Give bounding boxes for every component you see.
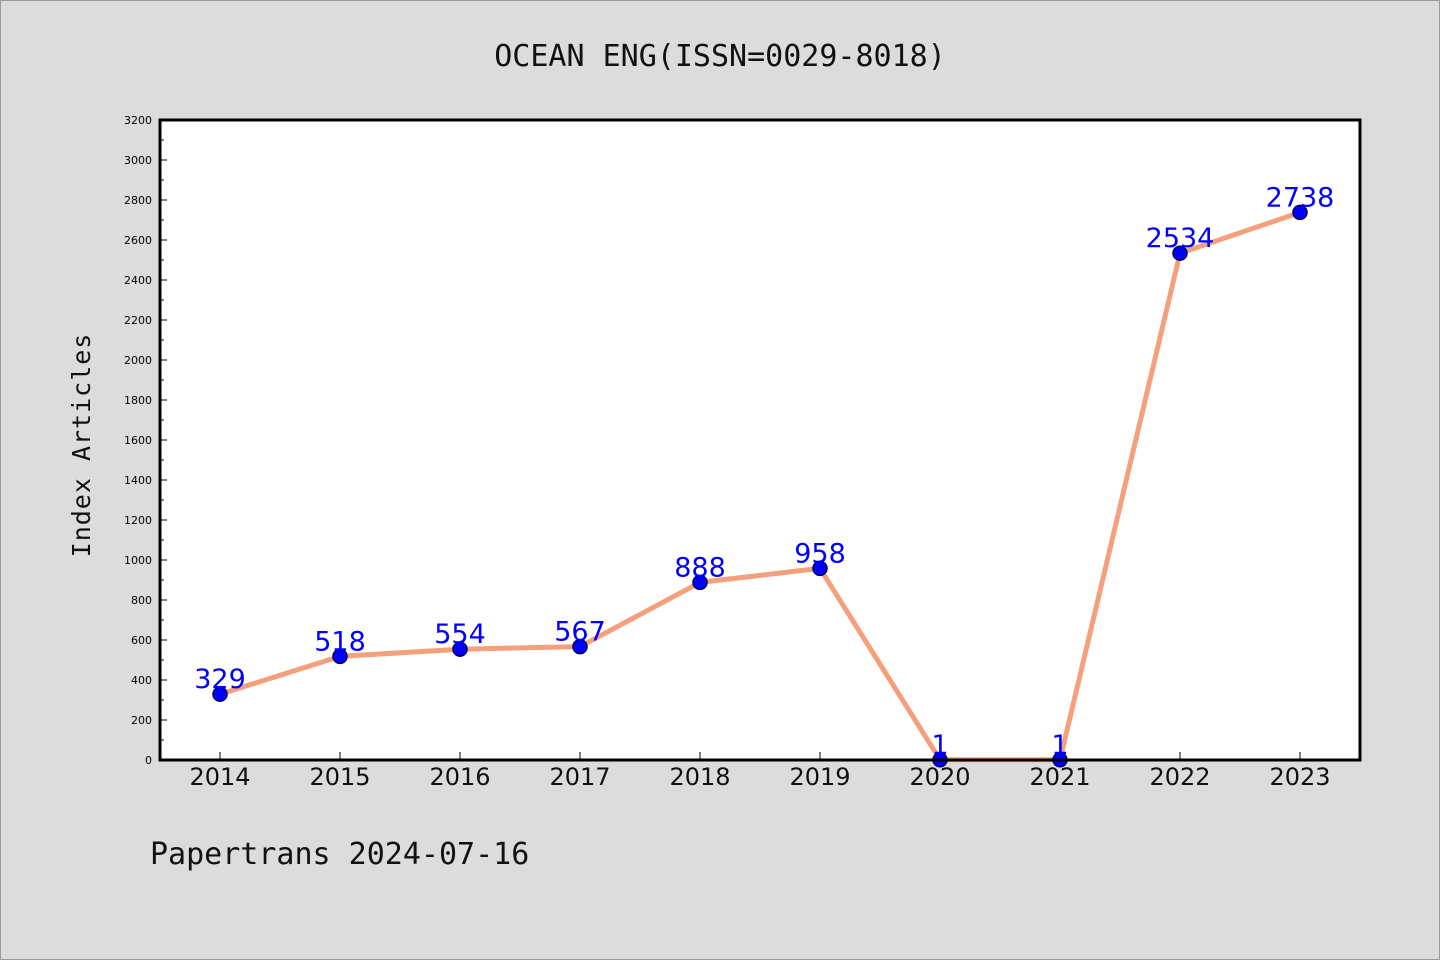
x-tick-label: 2016 [429,763,490,791]
data-point [812,560,828,577]
y-tick-label: 1800 [124,394,152,407]
x-tick-label: 2014 [189,763,250,791]
y-tick-label: 2800 [124,194,152,207]
data-point [1292,204,1308,221]
x-axis: 2014 2015 2016 2017 2018 2019 2020 2021 2022 2023 [189,752,1331,791]
y-tick-label: 1400 [124,474,152,487]
data-point [692,574,708,591]
y-tick-label: 2200 [124,314,152,327]
y-tick-label: 2600 [124,234,152,247]
x-tick-label: 2015 [309,763,370,791]
y-tick-label: 400 [131,674,152,687]
data-label: 567 [554,617,606,648]
x-tick-label: 2019 [789,763,850,791]
y-tick-label: 200 [131,714,152,727]
data-label: 1 [1051,730,1068,761]
y-tick-label: 1600 [124,434,152,447]
data-point [332,648,348,665]
x-tick-label: 2020 [909,763,970,791]
series-line [217,209,1303,763]
x-tick-label: 2018 [669,763,730,791]
x-tick-label: 2017 [549,763,610,791]
x-tick-label: 2021 [1029,763,1090,791]
chart-title: OCEAN ENG(ISSN=0029-8018) [494,39,946,74]
y-tick-label: 600 [131,634,152,647]
y-tick-label: 0 [145,754,152,767]
y-tick-label: 2000 [124,354,152,367]
data-label: 958 [794,538,846,569]
data-point [1172,245,1188,261]
y-axis: 0 200 400 600 800 1000 1200 1400 1600 1800 2000 220… [124,114,167,767]
data-label: 329 [194,664,246,695]
data-point [212,686,228,702]
footer-credit: Papertrans 2024-07-16 [150,837,529,872]
data-label: 1 [931,730,948,761]
y-tick-label: 3000 [124,154,152,167]
data-label: 2534 [1146,223,1215,254]
y-tick-label: 800 [131,594,152,607]
y-tick-label: 1200 [124,514,152,527]
data-point [572,638,588,655]
data-label: 518 [314,626,366,657]
y-tick-label: 1000 [124,554,152,567]
y-axis-label: Index Articles [67,333,96,558]
x-tick-label: 2023 [1269,763,1330,791]
x-tick-label: 2022 [1149,763,1210,791]
series-articles [212,204,1308,768]
y-tick-label: 2400 [124,274,152,287]
data-label: 888 [674,552,726,583]
data-label: 2738 [1266,182,1335,213]
data-labels: 329 518 554 567 888 958 1 1 2534 2738 [194,182,1334,760]
y-tick-label: 3200 [124,114,152,127]
plot-frame [158,118,1362,762]
data-label: 554 [434,619,486,650]
data-point [452,641,468,657]
